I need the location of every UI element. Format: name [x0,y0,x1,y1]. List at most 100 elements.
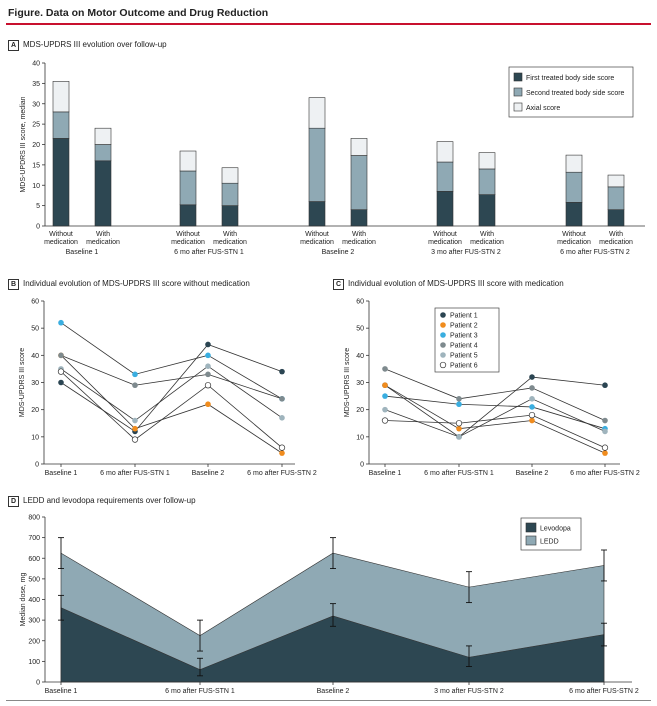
chart-a-x-tick-label: medication [470,239,504,246]
chart-d-legend-swatch [525,522,537,533]
chart-a-group-label: 3 mo after FUS-STN 2 [431,249,501,256]
chart-a-bar-segment-dark [436,191,454,227]
chart-b-data-point [205,341,211,348]
chart-d-x-tick-label: 6 mo after FUS-STN 1 [165,688,235,695]
chart-d-y-tick-label: 0 [36,680,40,687]
chart-c-y-tick-label: 20 [356,407,364,414]
chart-b-y-tick-label: 40 [31,353,39,360]
chart-a-bar-segment-light [607,174,625,188]
chart-d-x-tick-label: 6 mo after FUS-STN 2 [569,688,639,695]
chart-d-y-tick-label: 300 [28,618,40,625]
chart-a-x-tick-label: With [96,231,110,238]
chart-c-x-tick-label: 6 mo after FUS-STN 1 [424,470,494,477]
chart-a-bar-segment-mid [179,170,197,206]
chart-d-y-tick-label: 100 [28,659,40,666]
chart-b-series-line [60,322,283,400]
figure-title-rule [6,23,651,25]
chart-b-data-point [279,415,285,421]
chart-c-data-point [382,406,388,413]
panel-b-title: Individual evolution of MDS-UPDRS III sc… [23,279,250,288]
chart-d-x-tick-label: Baseline 1 [45,688,78,695]
chart-c-y-tick-label: 60 [356,299,364,306]
chart-a-bar-segment-light [478,152,496,170]
chart-b-series-line [60,371,283,449]
chart-a-bar-segment-light [94,127,112,145]
chart-d-legend-label: LEDD [540,539,559,546]
chart-a-legend-label: Axial score [526,105,560,112]
chart-c-data-point [602,382,608,389]
chart-a-bar-segment-light [52,81,70,113]
chart-a-y-tick-label: 10 [32,183,40,190]
chart-b-data-point [279,396,285,402]
chart-b-x-tick-label: Baseline 2 [192,470,225,477]
chart-c-data-point [529,396,535,402]
chart-a-y-axis-label: MDS-UPDRS III score, median [20,96,27,192]
chart-c-data-point [602,450,608,456]
chart-c-series-line [384,384,606,454]
chart-c-legend-marker [440,342,446,348]
chart-c-series-line [384,376,606,438]
chart-c-legend-marker [440,312,446,318]
chart-c-data-point [381,417,389,424]
chart-a-x-tick-label: medication [171,239,205,246]
chart-a-x-tick-label: With [480,231,494,238]
panel-a-header: A MDS-UPDRS III evolution over follow-up [8,40,167,51]
chart-a-bar-segment-dark [52,138,70,227]
chart-b-x-tick-label: 6 mo after FUS-STN 2 [247,470,317,477]
chart-a-x-tick-label: medication [557,239,591,246]
chart-a-bar-segment-dark [179,204,197,227]
chart-a-x-tick-label: Without [305,231,329,238]
chart-c-series-line [384,395,606,430]
chart-a-group-label: Baseline 2 [322,249,355,256]
chart-c-legend-marker [440,352,446,358]
chart-a-bar-segment-dark [94,160,112,227]
chart-b-data-point [58,352,64,359]
chart-c-data-point [601,444,609,451]
chart-a-y-tick-label: 30 [32,101,40,108]
chart-c-data-point [455,420,463,427]
panel-c-header: C Individual evolution of MDS-UPDRS III s… [333,279,564,290]
chart-a-x-tick-label: With [352,231,366,238]
chart-c-x-tick-label: Baseline 1 [369,470,402,477]
chart-c-data-point [529,385,535,391]
chart-c-legend-marker [439,361,447,369]
chart-a-bar-segment-mid [308,127,326,202]
chart-b-y-tick-label: 10 [31,434,39,441]
chart-a-legend-label: Second treated body side score [526,90,625,97]
panel-d-title: LEDD and levodopa requirements over foll… [23,496,196,505]
panel-a-letter: A [8,40,19,51]
chart-c-data-point [456,425,462,432]
chart-c-legend-label: Patient 3 [450,333,478,340]
chart-c-data-point [382,382,388,389]
panel-c-letter: C [333,279,344,290]
chart-b-series-line [60,365,283,422]
chart-a-y-tick-label: 15 [32,162,40,169]
panel-a-title: MDS-UPDRS III evolution over follow-up [23,40,167,49]
chart-c-series-line [384,368,606,421]
chart-a-bar-segment-mid [607,186,625,211]
chart-c-legend-marker [440,322,446,328]
chart-a-bar-segment-light [221,167,239,184]
chart-b-data-point [132,371,138,378]
chart-a-y-tick-label: 35 [32,81,40,88]
chart-a-x-tick-label: medication [342,239,376,246]
chart-a-bar-segment-light [565,154,583,173]
chart-a-bar-segment-light [308,97,326,129]
chart-b-y-tick-label: 0 [35,462,39,469]
panel-b-header: B Individual evolution of MDS-UPDRS III s… [8,279,250,290]
chart-a-y-tick-label: 40 [32,61,40,68]
chart-b-data-point [205,352,211,359]
chart-c-data-point [602,428,608,435]
chart-a-x-tick-label: With [609,231,623,238]
chart-a-bar-segment-mid [221,182,239,206]
chart-a-x-tick-label: Without [433,231,457,238]
chart-d-y-tick-label: 200 [28,638,40,645]
chart-c-y-tick-label: 30 [356,380,364,387]
chart-d-legend-label: Levodopa [540,526,571,533]
chart-c-x-tick-label: 6 mo after FUS-STN 2 [570,470,640,477]
chart-c-legend-label: Patient 4 [450,343,478,350]
figure-title: Figure. Data on Motor Outcome and Drug R… [8,7,269,19]
chart-a-group-label: 6 mo after FUS-STN 2 [560,249,630,256]
chart-a-bar-segment-mid [350,155,368,211]
chart-a-x-tick-label: Without [49,231,73,238]
